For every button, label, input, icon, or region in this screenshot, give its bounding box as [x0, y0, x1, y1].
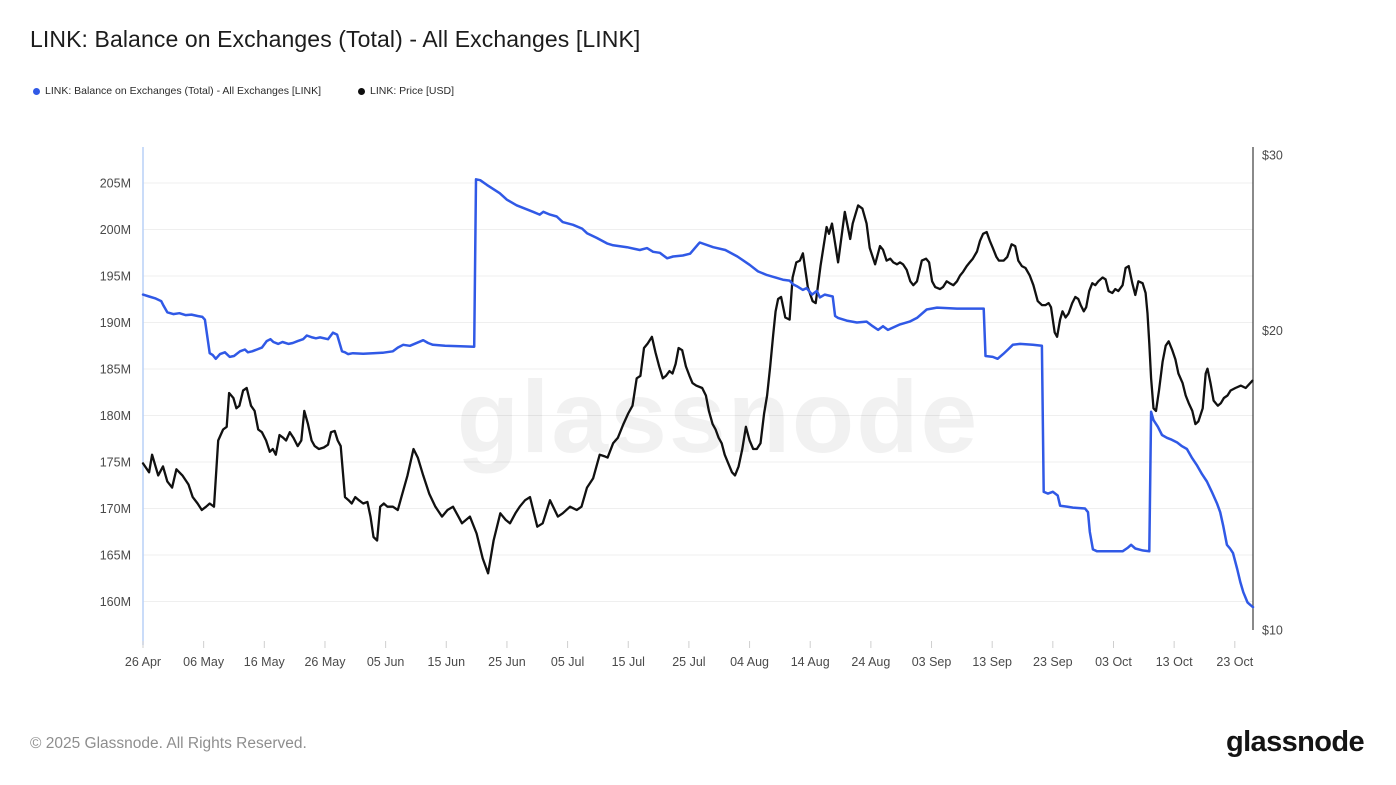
left-axis-tick-label: 180M — [100, 409, 131, 423]
left-axis-tick-label: 205M — [100, 177, 131, 191]
x-axis-tick-label: 03 Oct — [1095, 655, 1132, 669]
x-axis-tick-label: 05 Jul — [551, 655, 584, 669]
legend-item-balance[interactable]: LINK: Balance on Exchanges (Total) - All… — [33, 85, 321, 97]
x-axis-tick-label: 04 Aug — [730, 655, 769, 669]
left-axis-tick-label: 170M — [100, 502, 131, 516]
price-series-line — [141, 204, 1254, 575]
left-axis-tick-label: 190M — [100, 316, 131, 330]
left-axis-tick-label: 200M — [100, 223, 131, 237]
x-axis-tick-label: 26 Apr — [125, 655, 161, 669]
left-axis-tick-label: 175M — [100, 456, 131, 470]
x-axis-tick-label: 03 Sep — [912, 655, 952, 669]
glassnode-logo: glassnode — [1225, 726, 1365, 758]
x-axis-tick-label: 25 Jul — [672, 655, 705, 669]
x-axis-tick-label: 13 Sep — [972, 655, 1012, 669]
x-axis-tick-label: 16 May — [244, 655, 286, 669]
right-axis-tick-label: $10 — [1262, 624, 1283, 638]
legend-item-price[interactable]: LINK: Price [USD] — [358, 85, 454, 97]
x-axis-tick-label: 06 May — [183, 655, 225, 669]
chart-canvas[interactable]: 205M 200M 195M 190M 185M 180M 175M 170M 165M 160M… — [0, 120, 1396, 710]
left-axis-tick-label: 185M — [100, 363, 131, 377]
right-axis-tick-label: $20 — [1262, 324, 1283, 338]
x-axis-tick-label: 25 Jun — [488, 655, 526, 669]
x-axis-tick-label: 24 Aug — [851, 655, 890, 669]
x-axis-tick-label: 23 Oct — [1216, 655, 1253, 669]
x-axis-tick-label: 15 Jun — [428, 655, 466, 669]
price-legend-dot-icon — [358, 87, 365, 95]
balance-series-line — [141, 178, 1255, 609]
chart-title: LINK: Balance on Exchanges (Total) - All… — [30, 26, 641, 52]
x-axis-tick-label: 23 Sep — [1033, 655, 1073, 669]
x-axis-tick-label: 26 May — [304, 655, 346, 669]
x-axis-tick-label: 14 Aug — [791, 655, 830, 669]
x-axis-tick-label: 15 Jul — [612, 655, 645, 669]
left-axis-tick-label: 165M — [100, 549, 131, 563]
balance-legend-dot-icon — [33, 87, 40, 95]
legend-item-balance-label: LINK: Balance on Exchanges (Total) - All… — [45, 85, 322, 97]
x-axis-tick-label: 13 Oct — [1156, 655, 1193, 669]
right-axis-tick-label: $30 — [1262, 149, 1283, 163]
footer-copyright: © 2025 Glassnode. All Rights Reserved. — [30, 735, 307, 752]
left-axis-tick-label: 160M — [100, 595, 131, 609]
glassnode-watermark: glassnode — [457, 360, 979, 474]
legend-item-price-label: LINK: Price [USD] — [370, 85, 455, 97]
x-axis-tick-label: 05 Jun — [367, 655, 405, 669]
left-axis-tick-label: 195M — [100, 270, 131, 284]
